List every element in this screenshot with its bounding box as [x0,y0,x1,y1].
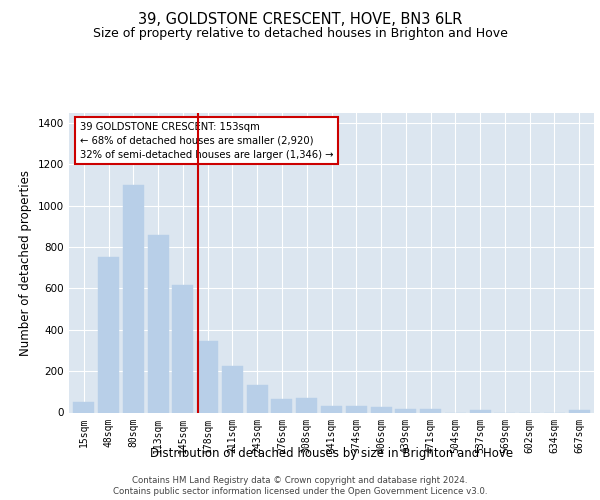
Bar [123,185,144,412]
Bar [420,410,441,412]
Bar [222,366,243,412]
Y-axis label: Number of detached properties: Number of detached properties [19,170,32,356]
Bar [296,398,317,412]
Bar [346,406,367,412]
Bar [569,410,590,412]
Bar [172,286,193,412]
Bar [73,402,94,412]
Bar [395,410,416,412]
Text: 39, GOLDSTONE CRESCENT, HOVE, BN3 6LR: 39, GOLDSTONE CRESCENT, HOVE, BN3 6LR [138,12,462,28]
Bar [271,399,292,412]
Bar [470,410,491,412]
Bar [247,384,268,412]
Bar [321,406,342,412]
Bar [98,258,119,412]
Text: 39 GOLDSTONE CRESCENT: 153sqm
← 68% of detached houses are smaller (2,920)
32% o: 39 GOLDSTONE CRESCENT: 153sqm ← 68% of d… [79,122,333,160]
Bar [371,408,392,412]
Bar [197,341,218,412]
Bar [148,234,169,412]
Text: Distribution of detached houses by size in Brighton and Hove: Distribution of detached houses by size … [150,448,513,460]
Text: Contains HM Land Registry data © Crown copyright and database right 2024.: Contains HM Land Registry data © Crown c… [132,476,468,485]
Text: Contains public sector information licensed under the Open Government Licence v3: Contains public sector information licen… [113,488,487,496]
Text: Size of property relative to detached houses in Brighton and Hove: Size of property relative to detached ho… [92,28,508,40]
